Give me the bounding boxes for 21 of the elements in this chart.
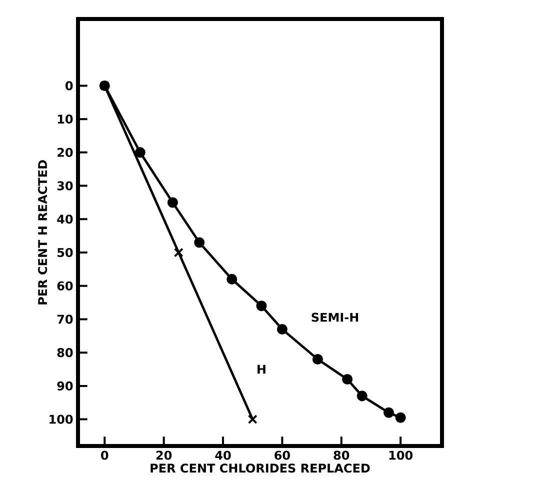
- y-tick-label: 80: [57, 348, 73, 358]
- y-tick-label: 10: [58, 114, 73, 124]
- x-tick-label: 20: [156, 450, 172, 460]
- x-tick-label: 0: [101, 450, 108, 460]
- y-tick-label: 20: [58, 148, 73, 157]
- y-axis-title: PER CENT H REACTED: [38, 160, 48, 304]
- series-label: H: [258, 364, 266, 374]
- y-tick-label: 0: [66, 81, 73, 90]
- y-tick-label: 90: [57, 381, 73, 390]
- y-tick-label: 30: [57, 181, 73, 190]
- x-axis-title: PER CENT CHLORIDES REPLACED: [150, 464, 370, 473]
- y-tick-label: 60: [57, 281, 73, 290]
- y-tick-label: 40: [57, 214, 73, 224]
- y-tick-label: 50: [58, 248, 73, 258]
- y-tick-label: 70: [57, 314, 73, 324]
- x-tick-label: 60: [274, 450, 290, 460]
- x-tick-label: 40: [215, 450, 231, 460]
- x-tick-label: 100: [389, 450, 413, 460]
- x-tick-label: 80: [334, 450, 350, 460]
- y-tick-label: 100: [50, 414, 73, 424]
- text: SEMI-H: [312, 312, 358, 322]
